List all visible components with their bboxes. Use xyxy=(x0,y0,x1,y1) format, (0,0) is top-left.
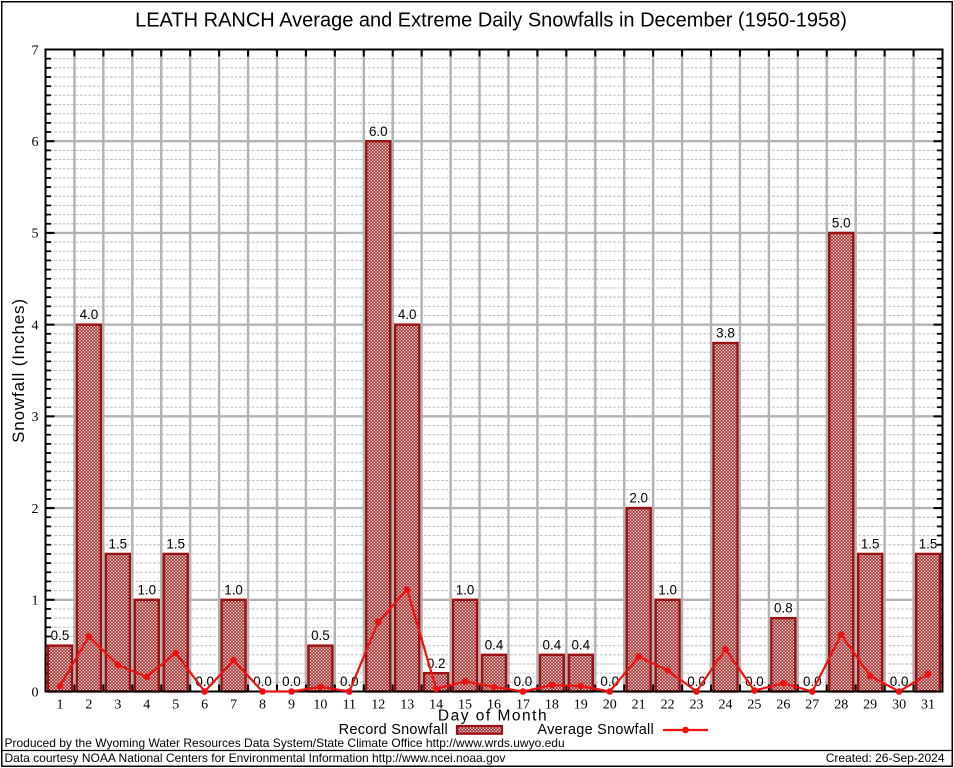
svg-text:13: 13 xyxy=(400,697,414,712)
svg-text:28: 28 xyxy=(834,697,848,712)
svg-text:30: 30 xyxy=(892,697,906,712)
svg-text:1.5: 1.5 xyxy=(919,537,938,552)
svg-text:3: 3 xyxy=(114,697,121,712)
svg-text:7: 7 xyxy=(230,697,237,712)
svg-text:4: 4 xyxy=(143,697,150,712)
svg-text:9: 9 xyxy=(288,697,295,712)
svg-text:0.0: 0.0 xyxy=(600,674,619,689)
svg-text:5.0: 5.0 xyxy=(832,216,851,231)
svg-text:7: 7 xyxy=(32,43,39,58)
svg-text:1: 1 xyxy=(56,697,63,712)
svg-text:27: 27 xyxy=(805,697,819,712)
svg-text:LEATH RANCH Average and Extrem: LEATH RANCH Average and Extreme Daily Sn… xyxy=(135,10,847,32)
svg-text:21: 21 xyxy=(632,697,646,712)
svg-text:1.5: 1.5 xyxy=(166,537,185,552)
svg-text:4: 4 xyxy=(32,318,39,333)
svg-text:22: 22 xyxy=(661,697,675,712)
svg-text:1.0: 1.0 xyxy=(224,582,243,597)
svg-text:1.5: 1.5 xyxy=(861,537,880,552)
svg-text:6: 6 xyxy=(32,135,39,150)
svg-text:24: 24 xyxy=(718,697,732,712)
svg-text:1.0: 1.0 xyxy=(658,582,677,597)
svg-text:0.0: 0.0 xyxy=(282,674,301,689)
svg-text:26: 26 xyxy=(776,697,790,712)
svg-text:15: 15 xyxy=(458,697,472,712)
svg-text:0.4: 0.4 xyxy=(543,637,562,652)
svg-text:Day of Month: Day of Month xyxy=(438,707,548,724)
svg-text:3: 3 xyxy=(32,410,39,425)
svg-text:14: 14 xyxy=(429,697,443,712)
svg-text:5: 5 xyxy=(32,227,39,242)
svg-text:19: 19 xyxy=(574,697,588,712)
svg-text:12: 12 xyxy=(371,697,385,712)
svg-text:0.8: 0.8 xyxy=(774,601,793,616)
svg-text:0: 0 xyxy=(32,685,39,700)
svg-text:29: 29 xyxy=(863,697,877,712)
svg-text:0.5: 0.5 xyxy=(311,628,330,643)
svg-text:Created: 26-Sep-2024: Created: 26-Sep-2024 xyxy=(826,751,945,765)
svg-text:5: 5 xyxy=(172,697,179,712)
svg-text:0.5: 0.5 xyxy=(51,628,70,643)
svg-text:3.8: 3.8 xyxy=(716,326,735,341)
svg-text:Snowfall (Inches): Snowfall (Inches) xyxy=(9,298,28,443)
svg-text:20: 20 xyxy=(603,697,617,712)
svg-text:16: 16 xyxy=(487,697,501,712)
svg-text:4.0: 4.0 xyxy=(398,307,417,322)
svg-text:Produced by the Wyoming Water: Produced by the Wyoming Water Resources … xyxy=(5,736,565,750)
svg-text:11: 11 xyxy=(343,697,356,712)
svg-text:0.0: 0.0 xyxy=(803,674,822,689)
svg-text:Average Snowfall: Average Snowfall xyxy=(537,722,654,738)
svg-text:1.0: 1.0 xyxy=(456,582,475,597)
svg-text:6: 6 xyxy=(201,697,208,712)
svg-text:2.0: 2.0 xyxy=(629,491,648,506)
svg-text:0.0: 0.0 xyxy=(890,674,909,689)
svg-text:0.2: 0.2 xyxy=(427,656,446,671)
svg-text:23: 23 xyxy=(690,697,704,712)
svg-text:4.0: 4.0 xyxy=(80,307,99,322)
svg-text:0.0: 0.0 xyxy=(514,674,533,689)
svg-text:Record Snowfall: Record Snowfall xyxy=(339,722,448,738)
svg-text:31: 31 xyxy=(921,697,935,712)
svg-text:1.5: 1.5 xyxy=(109,537,128,552)
svg-text:1: 1 xyxy=(32,594,39,609)
svg-text:10: 10 xyxy=(313,697,327,712)
svg-text:2: 2 xyxy=(85,697,92,712)
svg-text:17: 17 xyxy=(516,697,530,712)
svg-text:6.0: 6.0 xyxy=(369,124,388,139)
svg-text:8: 8 xyxy=(259,697,266,712)
svg-text:25: 25 xyxy=(747,697,761,712)
svg-text:18: 18 xyxy=(545,697,559,712)
svg-text:0.0: 0.0 xyxy=(253,674,272,689)
svg-text:1.0: 1.0 xyxy=(137,582,156,597)
svg-text:Data courtesy NOAA National Ce: Data courtesy NOAA National Centers for … xyxy=(5,751,506,765)
svg-text:0.4: 0.4 xyxy=(571,637,590,652)
svg-text:2: 2 xyxy=(32,502,39,517)
svg-text:0.4: 0.4 xyxy=(485,637,504,652)
